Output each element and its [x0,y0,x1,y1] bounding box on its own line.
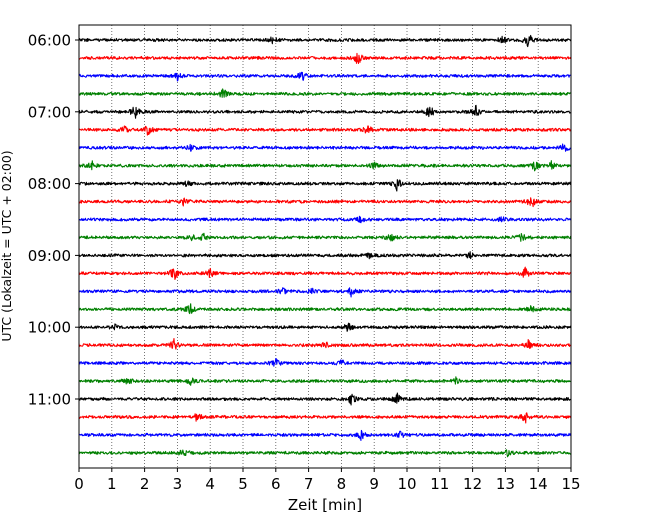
trace-0930 [78,287,572,298]
y-tick-label: 08:00 [28,175,71,193]
y-tick-label: 06:00 [28,32,71,50]
x-tick-label: 7 [304,475,314,493]
trace-0815 [78,197,572,208]
trace-0900 [78,251,572,260]
y-tick-label: 10:00 [28,319,71,337]
x-tick-label: 5 [238,475,248,493]
grid-layer [111,25,539,468]
trace-0745 [78,160,572,172]
x-tick-label: 12 [463,475,482,493]
x-tick-label: 15 [561,475,580,493]
x-tick-label: 14 [529,475,548,493]
trace-0645 [78,88,572,98]
x-axis-label: Zeit [min] [288,496,362,514]
trace-1000 [78,322,572,332]
x-tick-label: 0 [74,475,84,493]
trace-0700 [78,104,572,119]
y-axis-ticks: 06:00 07:00 08:00 09:00 10:00 11:00 [28,32,79,409]
trace-0630 [78,71,572,82]
x-tick-label: 3 [173,475,183,493]
trace-0915 [78,266,572,281]
x-tick-label: 11 [430,475,449,493]
trace-0830 [78,215,572,224]
x-tick-label: 10 [397,475,416,493]
y-tick-label: 11:00 [28,391,71,409]
trace-1045 [78,376,572,386]
x-tick-label: 1 [107,475,117,493]
trace-1115 [78,412,572,424]
y-tick-label: 09:00 [28,247,71,265]
x-tick-label: 13 [496,475,515,493]
x-tick-label: 4 [205,475,215,493]
x-tick-label: 8 [337,475,347,493]
trace-1015 [78,337,572,350]
trace-1100 [78,392,572,406]
trace-1130 [78,429,572,442]
trace-1145 [78,449,572,458]
y-tick-label: 07:00 [28,103,71,121]
x-tick-label: 9 [369,475,379,493]
plot-frame [78,24,572,469]
trace-0715 [78,125,572,136]
trace-0600 [78,34,572,48]
x-axis-ticks: 0 1 2 3 4 5 6 7 8 9 10 11 12 13 14 15 [74,468,581,493]
trace-1030 [78,358,572,367]
trace-0845 [78,232,572,242]
trace-0945 [78,303,572,315]
x-tick-label: 2 [140,475,150,493]
x-tick-label: 6 [271,475,281,493]
trace-0730 [78,143,572,152]
y-axis-label: UTC (Lokalzeit = UTC + 02:00) [0,150,14,341]
trace-0615 [78,52,572,65]
trace-0800 [78,179,572,192]
trace-layer [78,34,572,458]
